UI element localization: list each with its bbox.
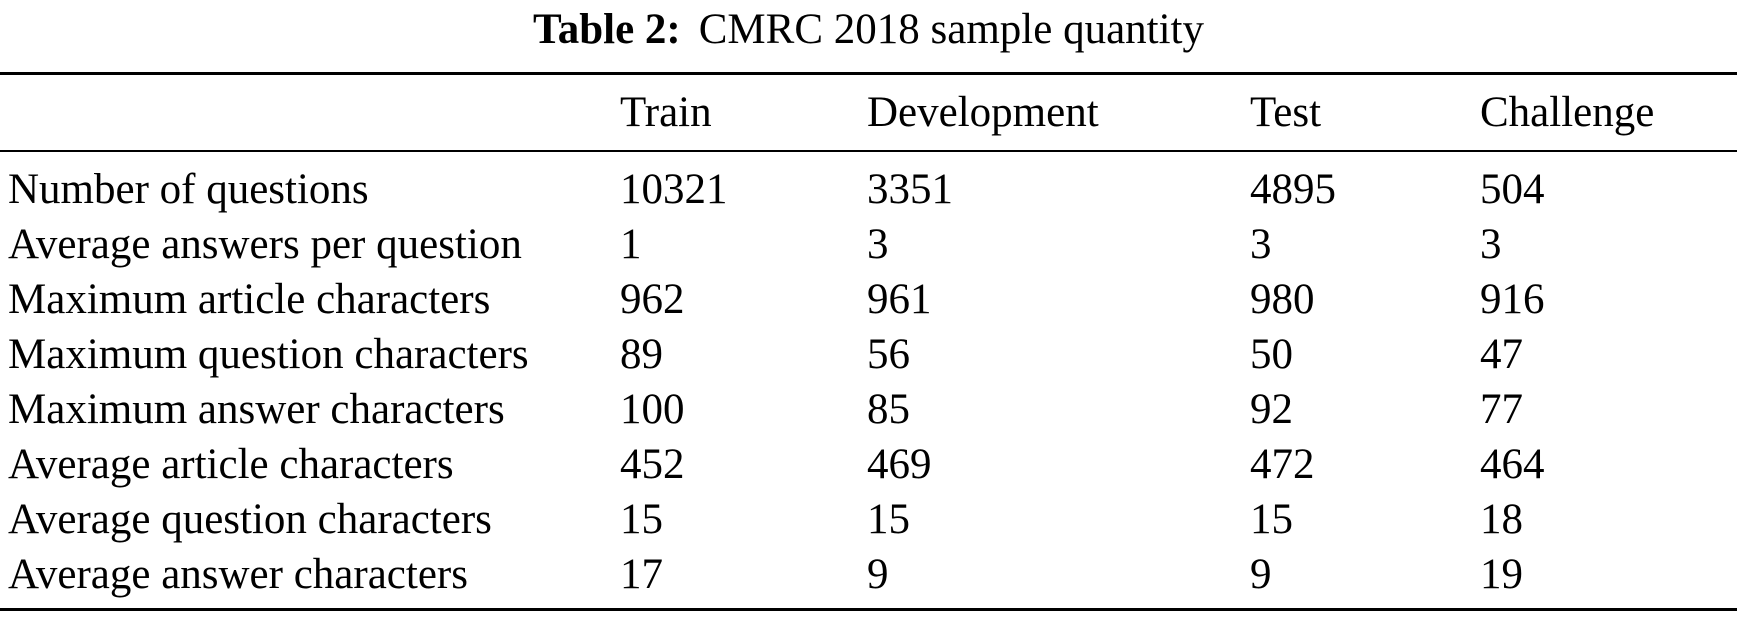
- table-row: Average article characters 452 469 472 4…: [0, 437, 1737, 492]
- row-label: Number of questions: [8, 166, 369, 213]
- cell-value: 3: [1480, 221, 1502, 268]
- cell-value: 18: [1480, 496, 1523, 543]
- cell-value: 961: [867, 276, 932, 323]
- cell-value: 464: [1480, 441, 1545, 488]
- cell-value: 15: [1250, 496, 1293, 543]
- column-header-train: Train: [620, 73, 867, 152]
- table-row: Average answers per question 1 3 3 3: [0, 217, 1737, 272]
- cell-value: 4895: [1250, 166, 1336, 213]
- table-row: Average question characters 15 15 15 18: [0, 492, 1737, 547]
- cell-value: 1: [620, 221, 642, 268]
- cell-value: 92: [1250, 386, 1293, 433]
- column-header-development: Development: [867, 73, 1250, 152]
- cell-value: 15: [620, 496, 663, 543]
- column-header-test: Test: [1250, 73, 1480, 152]
- row-label: Average question characters: [8, 496, 492, 543]
- cell-value: 9: [1250, 551, 1272, 598]
- cell-value: 472: [1250, 441, 1315, 488]
- cell-value: 3: [867, 221, 889, 268]
- cell-value: 15: [867, 496, 910, 543]
- cell-value: 77: [1480, 386, 1523, 433]
- cell-value: 89: [620, 331, 663, 378]
- cell-value: 47: [1480, 331, 1523, 378]
- sample-quantity-table: Train Development Test Challenge Number …: [0, 72, 1737, 611]
- table-row: Maximum question characters 89 56 50 47: [0, 327, 1737, 382]
- cell-value: 10321: [620, 166, 728, 213]
- cell-value: 56: [867, 331, 910, 378]
- table-row: Maximum answer characters 100 85 92 77: [0, 382, 1737, 437]
- table-caption: Table 2: CMRC 2018 sample quantity: [0, 0, 1737, 72]
- cell-value: 100: [620, 386, 685, 433]
- cell-value: 85: [867, 386, 910, 433]
- caption-title: CMRC 2018 sample quantity: [698, 6, 1204, 53]
- cell-value: 50: [1250, 331, 1293, 378]
- row-label: Maximum answer characters: [8, 386, 505, 433]
- cell-value: 3: [1250, 221, 1272, 268]
- table-row: Number of questions 10321 3351 4895 504: [0, 151, 1737, 217]
- row-label: Maximum question characters: [8, 331, 529, 378]
- cell-value: 469: [867, 441, 932, 488]
- row-label: Average answers per question: [8, 221, 522, 268]
- table-row: Maximum article characters 962 961 980 9…: [0, 272, 1737, 327]
- cell-value: 452: [620, 441, 685, 488]
- cell-value: 9: [867, 551, 889, 598]
- cell-value: 504: [1480, 166, 1545, 213]
- caption-label: Table 2:: [533, 6, 681, 53]
- cell-value: 17: [620, 551, 663, 598]
- cell-value: 962: [620, 276, 685, 323]
- row-label: Maximum article characters: [8, 276, 491, 323]
- column-header-challenge: Challenge: [1480, 73, 1737, 152]
- header-row: Train Development Test Challenge: [0, 73, 1737, 152]
- cell-value: 916: [1480, 276, 1545, 323]
- cell-value: 3351: [867, 166, 953, 213]
- column-header-empty: [0, 73, 620, 152]
- cell-value: 980: [1250, 276, 1315, 323]
- row-label: Average article characters: [8, 441, 454, 488]
- table-row: Average answer characters 17 9 9 19: [0, 547, 1737, 610]
- row-label: Average answer characters: [8, 551, 468, 598]
- cell-value: 19: [1480, 551, 1523, 598]
